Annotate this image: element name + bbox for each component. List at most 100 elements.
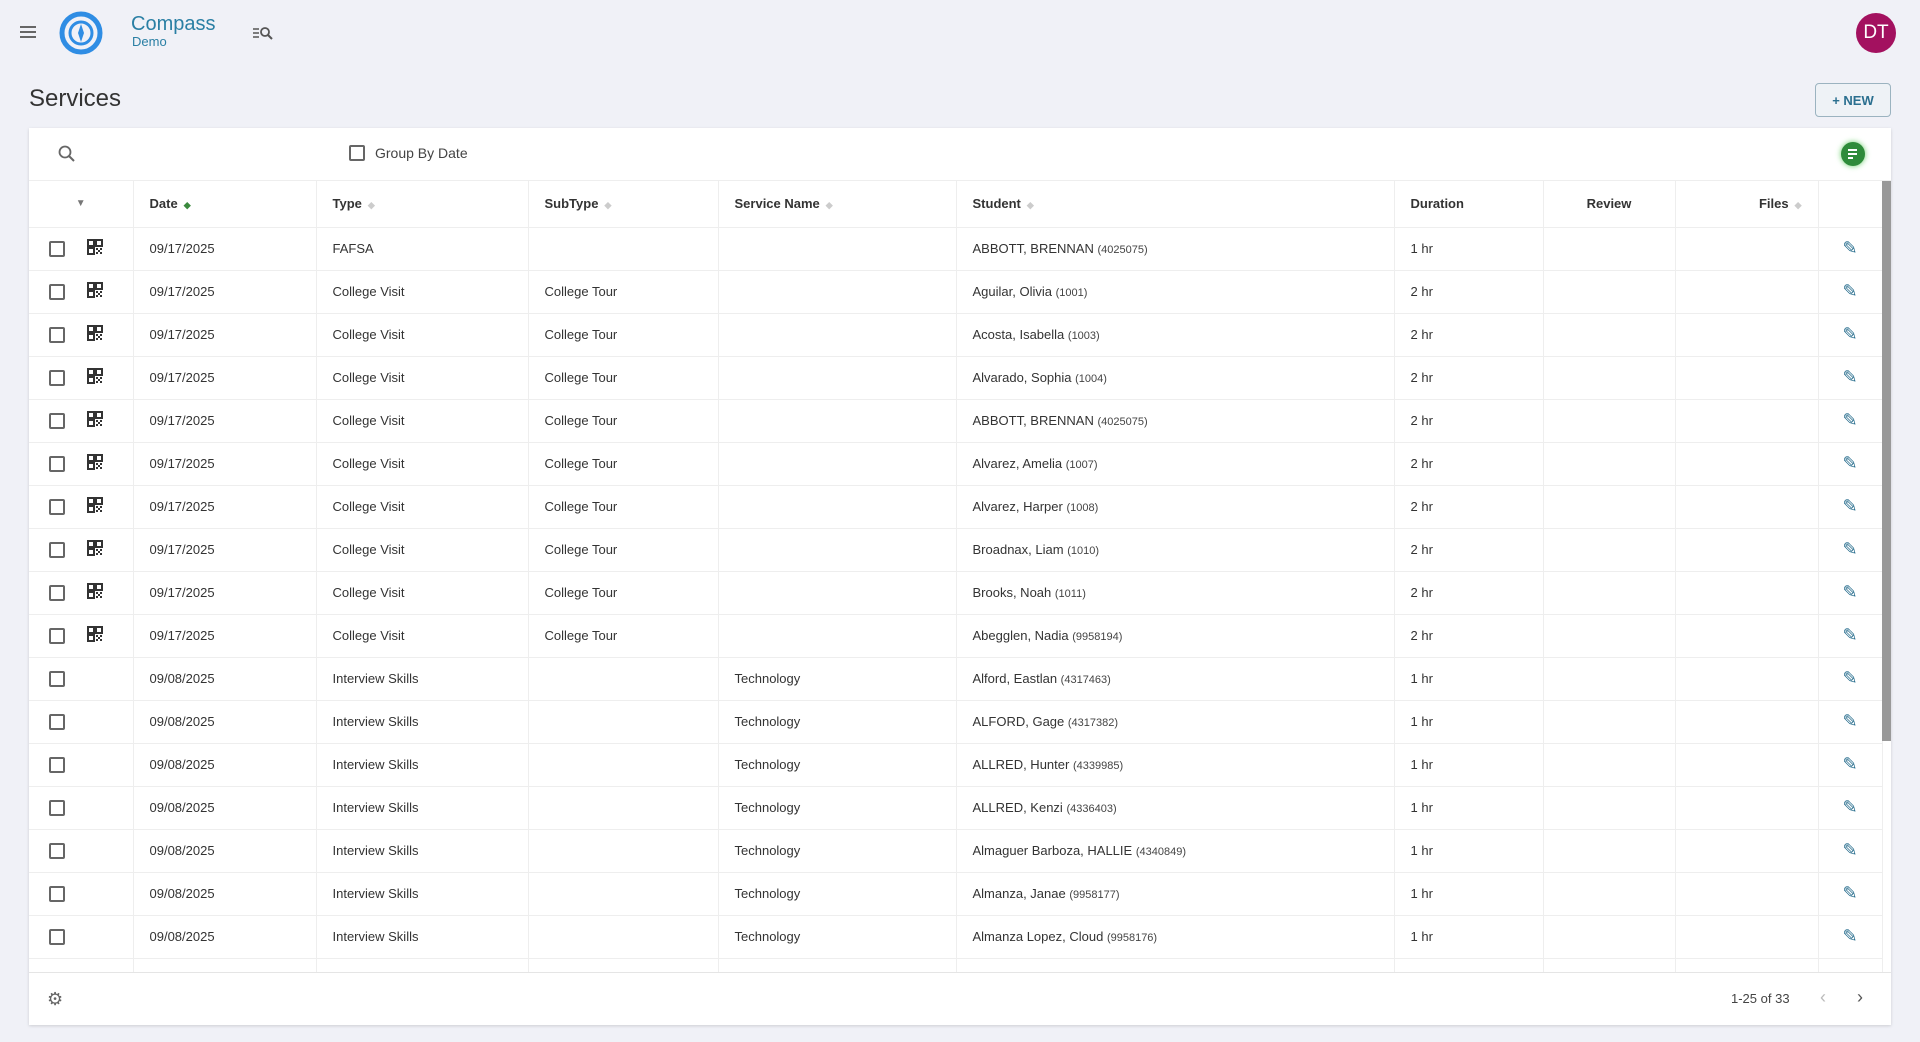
search-icon[interactable] (57, 144, 77, 164)
edit-pencil-icon[interactable]: ✎ (1818, 700, 1883, 744)
student-name: ABBOTT, BRENNAN (972, 241, 1094, 256)
table-row[interactable]: 09/17/2025 College Visit College Tour Alvar… (29, 485, 1883, 529)
row-select-cell (29, 485, 134, 529)
table-row[interactable]: 09/08/2025 Interview Skills Technology ALLR… (29, 743, 1883, 787)
edit-pencil-icon[interactable]: ✎ (1818, 743, 1883, 787)
row-checkbox[interactable] (49, 756, 65, 773)
table-row[interactable]: 09/17/2025 FAFSA ABBOTT, BRENNAN (4025075)… (29, 227, 1883, 271)
expand-all-toggle[interactable]: ▼ (29, 181, 134, 228)
edit-pencil-icon[interactable]: ✎ (1818, 356, 1883, 400)
table-row[interactable]: 09/08/2025 Interview Skills Technology Alma… (29, 872, 1883, 916)
column-header-duration[interactable]: Duration (1394, 181, 1544, 228)
qr-code-icon[interactable] (87, 368, 103, 387)
column-header-subtype[interactable]: SubType ◆ (528, 181, 719, 228)
table-row[interactable]: 09/17/2025 College Visit College Tour Brook… (29, 571, 1883, 615)
row-checkbox[interactable] (49, 670, 65, 687)
sort-icon: ◆ (1794, 200, 1802, 211)
student-id: (4025075) (1097, 416, 1148, 428)
column-settings-button[interactable] (1841, 142, 1865, 166)
table-row[interactable]: 09/08/2025 Interview Skills Technology Alma… (29, 915, 1883, 959)
edit-pencil-icon[interactable]: ✎ (1818, 528, 1883, 572)
duration-cell: 1 hr (1394, 786, 1544, 830)
table-row[interactable]: 09/17/2025 College Visit College Tour Abegg… (29, 614, 1883, 658)
search-list-icon[interactable] (252, 24, 274, 42)
edit-pencil-icon[interactable]: ✎ (1818, 872, 1883, 916)
row-select-cell (29, 614, 134, 658)
qr-code-icon[interactable] (87, 454, 103, 473)
row-checkbox[interactable] (49, 326, 65, 343)
row-checkbox[interactable] (49, 713, 65, 730)
row-checkbox[interactable] (49, 627, 65, 644)
row-checkbox[interactable] (49, 283, 65, 300)
qr-code-icon[interactable] (87, 540, 103, 559)
qr-code-icon[interactable] (87, 325, 103, 344)
edit-pencil-icon[interactable]: ✎ (1818, 657, 1883, 701)
qr-code-icon[interactable] (87, 626, 103, 645)
row-checkbox[interactable] (49, 584, 65, 601)
menu-icon[interactable] (18, 22, 38, 42)
table-row[interactable]: 09/08/2025 Interview Skills Technology ALFO… (29, 700, 1883, 744)
edit-pencil-icon[interactable]: ✎ (1818, 485, 1883, 529)
next-page-button[interactable]: › (1857, 987, 1863, 1007)
date-cell: 09/08/2025 (133, 786, 317, 830)
column-header-student[interactable]: Student ◆ (956, 181, 1395, 228)
previous-page-button[interactable]: ‹ (1820, 987, 1826, 1007)
table-row[interactable]: 09/08/2025 Interview Skills Technology Alfo… (29, 657, 1883, 701)
row-checkbox[interactable] (49, 885, 65, 902)
user-avatar[interactable]: DT (1856, 13, 1896, 53)
edit-pencil-icon[interactable]: ✎ (1818, 313, 1883, 357)
new-button[interactable]: + NEW (1815, 83, 1891, 117)
files-cell (1675, 485, 1819, 529)
row-checkbox[interactable] (49, 799, 65, 816)
gear-icon[interactable]: ⚙ (47, 989, 64, 1009)
table-row[interactable]: 09/17/2025 College Visit College Tour Broad… (29, 528, 1883, 572)
edit-pencil-icon[interactable]: ✎ (1818, 227, 1883, 271)
files-cell (1675, 915, 1819, 959)
edit-pencil-icon[interactable]: ✎ (1818, 829, 1883, 873)
table-row[interactable]: 09/17/2025 College Visit College Tour Acost… (29, 313, 1883, 357)
student-cell: Brooks, Noah (1011) (956, 571, 1395, 615)
row-checkbox[interactable] (49, 928, 65, 945)
table-row[interactable]: 09/08/2025 Interview Skills Technology Alma… (29, 829, 1883, 873)
table-row[interactable]: 09/17/2025 College Visit College Tour Aguil… (29, 270, 1883, 314)
row-checkbox[interactable] (49, 455, 65, 472)
type-cell: College Visit (316, 528, 529, 572)
qr-code-icon[interactable] (87, 239, 103, 258)
column-header-type[interactable]: Type ◆ (316, 181, 529, 228)
review-cell (1543, 915, 1676, 959)
column-header-files[interactable]: Files ◆ (1675, 181, 1819, 228)
student-id: (1011) (1054, 588, 1086, 600)
qr-code-icon[interactable] (87, 282, 103, 301)
edit-pencil-icon[interactable]: ✎ (1818, 786, 1883, 830)
row-checkbox[interactable] (49, 842, 65, 859)
column-header-date[interactable]: Date ◆ (133, 181, 317, 228)
date-cell: 09/08/2025 (133, 829, 317, 873)
edit-pencil-icon[interactable]: ✎ (1818, 915, 1883, 959)
review-cell (1543, 227, 1676, 271)
edit-pencil-icon[interactable]: ✎ (1818, 442, 1883, 486)
group-by-date-toggle[interactable]: Group By Date (349, 145, 468, 161)
vertical-scrollbar[interactable] (1882, 181, 1891, 741)
qr-code-icon[interactable] (87, 411, 103, 430)
qr-code-icon[interactable] (87, 583, 103, 602)
edit-pencil-icon[interactable]: ✎ (1818, 571, 1883, 615)
row-checkbox[interactable] (49, 498, 65, 515)
edit-pencil-icon[interactable]: ✎ (1818, 399, 1883, 443)
table-row[interactable]: 09/08/2025 Interview Skills Technology ALLR… (29, 786, 1883, 830)
table-row[interactable]: 09/17/2025 College Visit College Tour Alvar… (29, 442, 1883, 486)
table-row[interactable]: 09/17/2025 College Visit College Tour Alvar… (29, 356, 1883, 400)
edit-pencil-icon[interactable]: ✎ (1818, 270, 1883, 314)
column-header-review[interactable]: Review (1543, 181, 1676, 228)
files-cell (1675, 872, 1819, 916)
row-checkbox[interactable] (49, 369, 65, 386)
row-checkbox[interactable] (49, 541, 65, 558)
table-row[interactable]: 09/17/2025 College Visit College Tour ABBOT… (29, 399, 1883, 443)
row-checkbox[interactable] (49, 240, 65, 257)
review-cell (1543, 270, 1676, 314)
column-header-service-name[interactable]: Service Name ◆ (718, 181, 957, 228)
row-checkbox[interactable] (49, 412, 65, 429)
qr-code-icon[interactable] (87, 497, 103, 516)
edit-pencil-icon[interactable]: ✎ (1818, 614, 1883, 658)
group-by-date-checkbox[interactable] (349, 145, 365, 161)
service-name-cell (718, 442, 957, 486)
